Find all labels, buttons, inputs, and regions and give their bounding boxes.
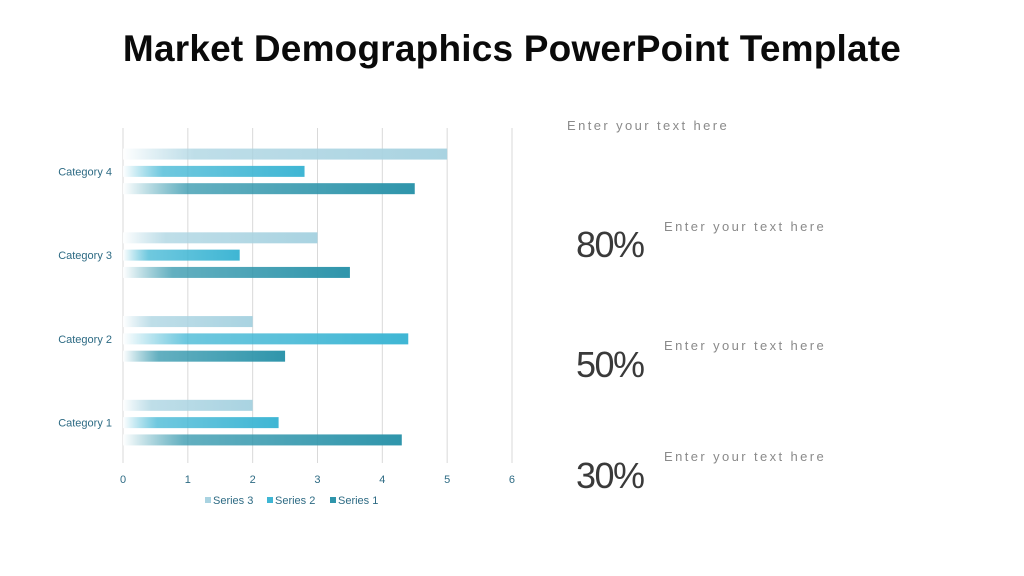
x-tick-label: 0 [120, 474, 126, 486]
legend-swatch [205, 497, 211, 503]
category-label: Category 2 [58, 334, 112, 346]
stat-text-3: Enter your text here [664, 449, 827, 464]
legend-label: Series 2 [275, 495, 315, 507]
bar-series-3-category-2 [123, 316, 253, 328]
x-tick-label: 5 [444, 474, 450, 486]
x-tick-label: 3 [314, 474, 320, 486]
chart-labels: 0 1 2 3 4 5 6 Category 1 Category 2 Category 3 Cat… [58, 166, 515, 486]
stat-value-1: 80% [576, 224, 645, 265]
page-title: Market Demographics PowerPoint Template [122, 28, 902, 69]
x-tick-label: 4 [379, 474, 385, 486]
bar-series-2-category-1 [123, 417, 279, 429]
bar-series-1-category-2 [123, 350, 286, 362]
legend-label: Series 1 [338, 495, 378, 507]
category-label: Category 3 [58, 250, 112, 262]
intro-text: Enter your text here [567, 118, 730, 133]
chart-bars [123, 148, 448, 446]
chart-gridlines [122, 128, 513, 463]
x-tick-label: 2 [250, 474, 256, 486]
stat-text-1: Enter your text here [664, 219, 827, 234]
x-tick-label: 1 [185, 474, 191, 486]
stat-value-3: 30% [576, 455, 645, 496]
bar-series-3-category-1 [123, 399, 253, 411]
bar-series-1-category-1 [123, 434, 402, 446]
bar-series-1-category-3 [123, 266, 350, 278]
bar-series-2-category-4 [123, 165, 305, 177]
bar-series-3-category-3 [123, 232, 318, 244]
legend-swatch [330, 497, 336, 503]
x-tick-label: 6 [509, 474, 515, 486]
bar-series-3-category-4 [123, 148, 448, 160]
bar-series-2-category-3 [123, 249, 240, 261]
chart-legend: Series 3 Series 2 Series 1 [205, 495, 378, 507]
stat-text-2: Enter your text here [664, 338, 827, 353]
legend-label: Series 3 [213, 495, 253, 507]
category-label: Category 1 [58, 418, 112, 430]
category-label: Category 4 [58, 166, 112, 178]
legend-swatch [267, 497, 273, 503]
bar-series-2-category-2 [123, 333, 409, 345]
stat-value-2: 50% [576, 344, 645, 385]
bar-series-1-category-4 [123, 183, 415, 195]
